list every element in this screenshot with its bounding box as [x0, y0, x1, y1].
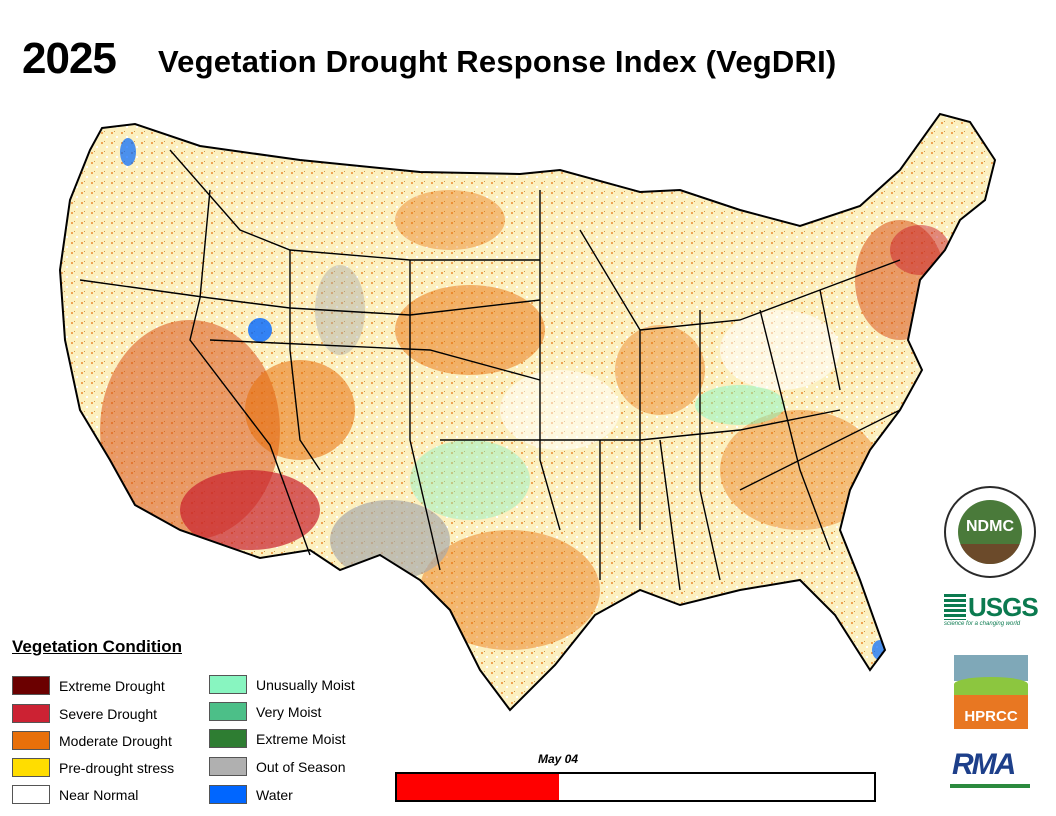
legend-swatch [209, 675, 247, 694]
legend-label: Extreme Drought [59, 677, 165, 694]
legend-swatch [12, 676, 50, 695]
hprcc-logo: HPRCC [954, 655, 1028, 729]
legend-item-very-moist: Very Moist [209, 702, 321, 721]
vegdri-map [58, 112, 997, 712]
map-title: Vegetation Drought Response Index (VegDR… [158, 44, 837, 79]
usgs-logo-text: USGS [968, 592, 1039, 622]
timeline-date-label: May 04 [538, 752, 579, 766]
ndmc-soil-band [958, 544, 1022, 564]
state-borders [79, 149, 901, 591]
timeline-progress-bar [395, 772, 876, 802]
legend-swatch [12, 731, 50, 750]
legend-label: Pre-drought stress [59, 759, 175, 776]
legend-swatch [12, 785, 50, 804]
legend-swatch [12, 758, 50, 777]
legend-item-moderate-drought: Moderate Drought [12, 731, 172, 750]
legend-swatch [209, 757, 247, 776]
ndmc-emblem: NDMC [958, 500, 1022, 564]
hprcc-sky [954, 655, 1028, 681]
legend-label: Very Moist [256, 703, 322, 720]
legend-item-pre-drought-stress: Pre-drought stress [12, 758, 174, 777]
legend-label: Water [256, 786, 293, 803]
legend-swatch [209, 702, 247, 721]
legend-item-severe-drought: Severe Drought [12, 704, 157, 723]
legend-label: Near Normal [59, 786, 139, 803]
rma-logo-text: RMA [952, 748, 1016, 781]
rma-underline [950, 784, 1030, 788]
map-fill [60, 114, 995, 710]
year-label: 2025 [22, 34, 117, 83]
ndmc-logo: NDMC [944, 486, 1036, 578]
usgs-tagline: science for a changing world [944, 621, 1021, 627]
hprcc-logo-text: HPRCC [964, 708, 1018, 725]
legend-item-out-of-season: Out of Season [209, 757, 346, 776]
legend-item-extreme-moist: Extreme Moist [209, 729, 345, 748]
legend-swatch [209, 729, 247, 748]
legend-label: Moderate Drought [59, 732, 172, 749]
legend-label: Unusually Moist [256, 676, 355, 693]
legend-item-extreme-drought: Extreme Drought [12, 676, 165, 695]
legend-swatch [12, 704, 50, 723]
rma-logo: RMA [948, 748, 1032, 792]
ndmc-logo-text: NDMC [966, 518, 1014, 535]
legend-label: Extreme Moist [256, 730, 346, 747]
legend-title: Vegetation Condition [12, 637, 182, 656]
hprcc-ground [954, 695, 1028, 729]
legend-label: Out of Season [256, 758, 346, 775]
legend-label: Severe Drought [59, 705, 158, 722]
legend-swatch [209, 785, 247, 804]
hprcc-hills [954, 677, 1028, 699]
usgs-logo: USGS science for a changing world [944, 592, 1040, 628]
legend-item-water: Water [209, 785, 293, 804]
timeline-progress-fill [397, 774, 560, 800]
legend-item-unusually-moist: Unusually Moist [209, 675, 355, 694]
legend-item-near-normal: Near Normal [12, 785, 138, 804]
us-outline [58, 112, 997, 712]
usgs-wave-icon [944, 594, 966, 620]
